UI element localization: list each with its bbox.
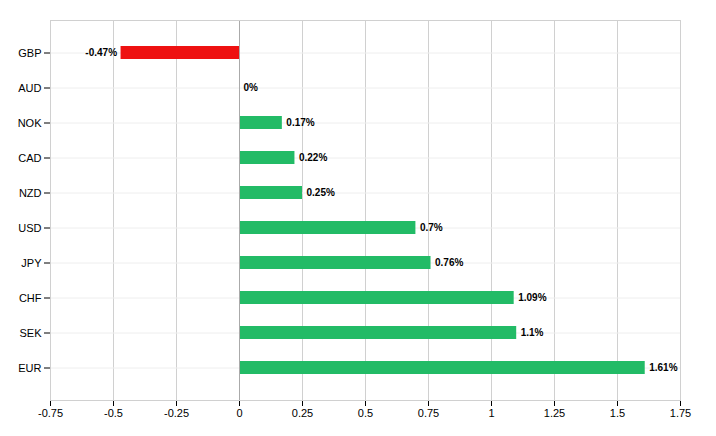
svg-text:NZD: NZD [19,187,42,199]
svg-text:0.25%: 0.25% [307,187,335,198]
svg-text:EUR: EUR [18,362,41,374]
svg-text:0.75: 0.75 [418,407,439,419]
svg-text:1.09%: 1.09% [518,292,546,303]
svg-text:1: 1 [488,407,494,419]
svg-text:-0.47%: -0.47% [85,47,117,58]
svg-text:0.7%: 0.7% [420,222,443,233]
svg-text:0%: 0% [244,82,259,93]
svg-text:1.1%: 1.1% [521,327,544,338]
svg-text:1.61%: 1.61% [649,362,677,373]
svg-text:-0.25: -0.25 [164,407,189,419]
svg-text:CAD: CAD [18,152,41,164]
svg-text:0.5: 0.5 [358,407,373,419]
svg-text:0.76%: 0.76% [435,257,463,268]
svg-text:1.75: 1.75 [670,407,691,419]
svg-text:AUD: AUD [18,82,41,94]
svg-text:0.25: 0.25 [292,407,313,419]
svg-text:0.22%: 0.22% [299,152,327,163]
svg-text:1.5: 1.5 [610,407,625,419]
svg-text:0.17%: 0.17% [286,117,314,128]
svg-text:JPY: JPY [21,257,42,269]
svg-text:GBP: GBP [18,47,41,59]
svg-text:1.25: 1.25 [544,407,565,419]
svg-text:NOK: NOK [18,117,43,129]
svg-text:USD: USD [18,222,41,234]
svg-text:0: 0 [236,407,242,419]
svg-text:-0.5: -0.5 [104,407,123,419]
svg-text:SEK: SEK [19,327,42,339]
svg-text:CHF: CHF [19,292,42,304]
svg-text:-0.75: -0.75 [38,407,63,419]
